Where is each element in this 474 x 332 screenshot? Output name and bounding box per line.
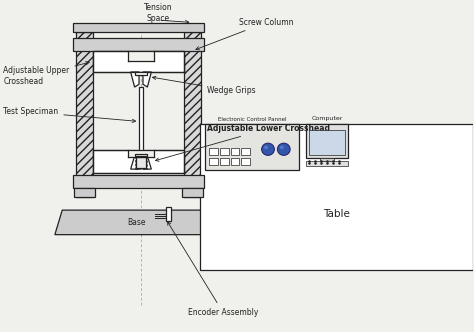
Bar	[200, 124, 474, 270]
Bar	[309, 130, 345, 155]
Text: Screw Column: Screw Column	[196, 18, 294, 50]
Bar	[73, 189, 95, 197]
Text: Table: Table	[323, 209, 350, 219]
Bar	[136, 157, 146, 168]
Text: Adjustable Lower Crosshead: Adjustable Lower Crosshead	[155, 124, 330, 161]
Text: Computer: Computer	[311, 116, 343, 121]
Bar	[230, 158, 239, 165]
Bar	[73, 38, 204, 51]
Bar	[135, 72, 147, 75]
Bar	[165, 207, 171, 220]
Bar	[135, 156, 147, 169]
Text: Test Speciman: Test Speciman	[3, 108, 136, 123]
Bar	[220, 148, 228, 155]
Bar	[182, 189, 203, 197]
Bar	[73, 175, 204, 189]
Text: Electronic Control Pannel: Electronic Control Pannel	[218, 117, 286, 122]
Bar	[184, 32, 201, 197]
Bar	[241, 148, 250, 155]
Circle shape	[277, 143, 290, 155]
Circle shape	[264, 145, 268, 149]
Bar	[230, 148, 239, 155]
Polygon shape	[143, 156, 151, 169]
Text: Tension
Space: Tension Space	[144, 3, 173, 23]
Bar	[128, 150, 154, 157]
Bar	[93, 150, 184, 173]
Bar	[139, 87, 143, 156]
Bar	[319, 158, 334, 161]
Polygon shape	[131, 156, 139, 169]
Bar	[306, 124, 348, 158]
Text: Base: Base	[127, 218, 146, 227]
Circle shape	[262, 143, 274, 155]
Bar	[220, 158, 228, 165]
Bar	[93, 51, 184, 72]
Bar	[93, 51, 184, 72]
Bar	[128, 51, 154, 61]
Bar	[73, 24, 204, 32]
Bar	[93, 150, 184, 173]
Text: Encoder Assembly: Encoder Assembly	[167, 222, 258, 317]
Bar	[241, 158, 250, 165]
Bar	[306, 161, 348, 166]
Text: Wedge Grips: Wedge Grips	[153, 76, 256, 95]
Text: Adjustable Upper
Crosshead: Adjustable Upper Crosshead	[3, 61, 89, 86]
Bar	[75, 32, 93, 197]
Bar	[135, 154, 147, 156]
Polygon shape	[55, 210, 222, 235]
Bar	[209, 158, 218, 165]
Circle shape	[280, 145, 284, 149]
Polygon shape	[131, 72, 139, 87]
Polygon shape	[143, 72, 151, 87]
Bar	[205, 124, 299, 170]
Bar	[209, 148, 218, 155]
